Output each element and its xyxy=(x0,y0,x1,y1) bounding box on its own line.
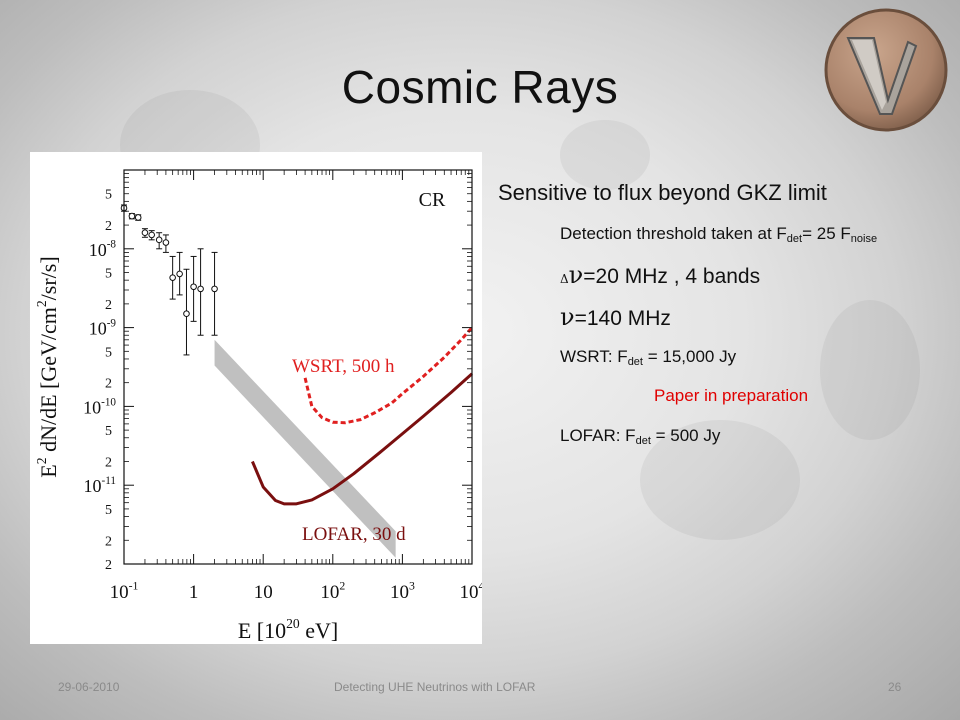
wsrt-sensitivity-line xyxy=(303,326,474,425)
x-tick-label: 102 xyxy=(320,579,345,603)
lofar-annotation: LOFAR, 30 d xyxy=(302,524,406,545)
y-minor-tick-label: 2 xyxy=(105,558,112,573)
x-tick-label: 104 xyxy=(460,579,482,603)
slide-title: Cosmic Rays xyxy=(341,61,619,113)
x-tick-label: 1 xyxy=(189,582,199,603)
lofar-threshold-line: LOFAR: Fdet = 500 Jy xyxy=(560,426,721,447)
threshold-line: Detection threshold taken at Fdet= 25 Fn… xyxy=(560,224,878,245)
cr-data-point xyxy=(162,239,170,246)
slide-content: Sensitive to flux beyond GKZ limit Detec… xyxy=(498,178,938,453)
nu-letter-logo-icon xyxy=(818,2,954,138)
cr-data-point xyxy=(176,270,183,278)
x-tick-label: 103 xyxy=(390,579,415,603)
y-minor-tick-label: 2 xyxy=(105,219,112,234)
y-minor-tick-label: 2 xyxy=(105,298,112,313)
y-minor-tick-label: 5 xyxy=(105,424,112,439)
cr-data-point xyxy=(183,310,190,318)
plot-frame xyxy=(123,169,473,565)
cr-data-point xyxy=(141,229,149,237)
footer-talk-title: Detecting UHE Neutrinos with LOFAR xyxy=(334,680,536,694)
cr-data-point xyxy=(148,231,155,239)
bandwidth-line: Δν=20 MHz , 4 bands xyxy=(560,261,761,289)
frequency-line: ν=140 MHz xyxy=(560,303,671,331)
wsrt-annotation: WSRT, 500 h xyxy=(292,356,395,377)
cr-data-point xyxy=(211,285,218,293)
cosmic-ray-flux-chart: 10-1 1 10 102 103 104 10-8 10-9 10-10 10-11 5 2 5 2 5 2… xyxy=(30,152,482,644)
cr-data-point xyxy=(128,212,136,220)
y-minor-tick-label: 5 xyxy=(105,267,112,282)
y-minor-tick-label: 5 xyxy=(105,345,112,360)
cr-annotation: CR xyxy=(419,189,446,211)
y-tick-label: 10-8 xyxy=(89,239,117,260)
x-tick-label: 10-1 xyxy=(110,579,139,603)
cr-data-point xyxy=(190,283,197,291)
footer-date: 29-06-2010 xyxy=(58,680,120,694)
cr-data-point xyxy=(197,285,204,293)
y-tick-label: 10-10 xyxy=(83,396,116,417)
y-minor-tick-label: 5 xyxy=(105,188,112,203)
y-minor-tick-label: 5 xyxy=(105,503,112,518)
gzk-band xyxy=(214,339,396,558)
footer-page-number: 26 xyxy=(888,680,902,694)
paper-note: Paper in preparation xyxy=(654,386,809,405)
cr-data-point xyxy=(155,236,163,244)
cr-data-point xyxy=(169,274,176,281)
y-axis-label: E2 dN/dE [GeV/cm2/sr/s] xyxy=(34,256,61,477)
y-tick-label: 10-9 xyxy=(89,318,117,339)
y-minor-tick-label: 2 xyxy=(105,377,112,392)
slide-footer: 29-06-2010 Detecting UHE Neutrinos with … xyxy=(0,680,960,700)
x-tick-label: 10 xyxy=(254,582,273,603)
cr-data-point xyxy=(134,214,142,221)
y-minor-tick-label: 2 xyxy=(105,455,112,470)
x-axis-label: E [1020 eV] xyxy=(238,616,338,643)
content-heading: Sensitive to flux beyond GKZ limit xyxy=(498,180,827,205)
y-minor-tick-label: 2 xyxy=(105,534,112,549)
wsrt-threshold-line: WSRT: Fdet = 15,000 Jy xyxy=(560,347,737,368)
lofar-sensitivity-line xyxy=(251,372,474,506)
y-tick-label: 10-11 xyxy=(84,475,116,496)
